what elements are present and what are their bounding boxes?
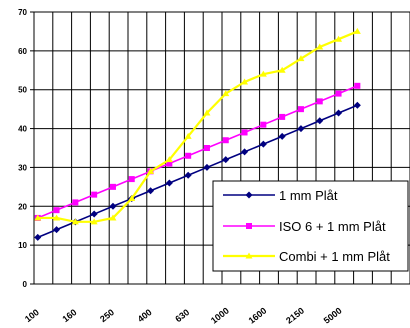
legend-item: Combi + 1 mm Plåt (223, 249, 390, 264)
y-tick-label: 60 (18, 47, 27, 56)
series-point (259, 140, 267, 148)
series-point (53, 226, 61, 234)
series-point (128, 176, 135, 183)
y-tick-label: 20 (18, 202, 27, 211)
series-point (335, 90, 342, 97)
series-point (279, 113, 286, 120)
series-point (316, 98, 323, 105)
series-line (37, 30, 358, 223)
series-point (128, 195, 136, 202)
series-point (241, 129, 248, 136)
series-point (353, 101, 361, 109)
series-point (222, 156, 230, 164)
y-tick-label: 70 (18, 8, 27, 17)
series-point (203, 109, 211, 116)
series-point (90, 210, 98, 218)
series-point (53, 214, 61, 221)
series-point (185, 152, 192, 159)
series-point (278, 132, 286, 140)
y-tick-label: 40 (18, 125, 27, 134)
series-point (147, 167, 155, 174)
series-point (53, 207, 60, 214)
series-point (245, 252, 253, 259)
series-point (335, 109, 343, 117)
legend: 1 mm Plåt ISO 6 + 1 mm Plåt Combi + 1 mm P… (212, 180, 409, 272)
series-point (241, 78, 249, 85)
series-point (34, 233, 42, 241)
series-point (203, 163, 211, 171)
series-2 (34, 82, 361, 221)
series-point (184, 171, 192, 179)
series-point (222, 137, 229, 144)
series-point (278, 66, 286, 73)
series-line (37, 85, 358, 219)
y-tick-label: 50 (18, 86, 27, 95)
series-point (203, 145, 210, 151)
legend-item: 1 mm Plåt (223, 188, 338, 203)
series-point (109, 183, 116, 190)
series-point (316, 43, 324, 50)
series-point (335, 35, 343, 42)
series-point (241, 148, 249, 156)
series-point (184, 132, 192, 139)
series-point (297, 106, 304, 113)
series-point (72, 199, 79, 206)
series-point (354, 82, 361, 89)
series-point (147, 187, 155, 195)
series-point (109, 214, 117, 221)
series-3 (34, 27, 361, 225)
series-point (259, 70, 267, 77)
series-point (34, 214, 42, 221)
series-line (37, 104, 358, 239)
y-tick-label: 0 (23, 280, 28, 289)
y-axis-ticks: 0 10 20 30 40 50 60 70 (18, 8, 27, 289)
series-point (91, 191, 98, 198)
series-point (165, 179, 173, 187)
series-point (245, 191, 253, 199)
legend-item: ISO 6 + 1 mm Plåt (223, 219, 386, 234)
series-point (71, 218, 79, 225)
series-layer (34, 27, 361, 241)
series-point (353, 27, 361, 34)
series-point (246, 223, 252, 229)
series-1 (34, 101, 361, 241)
series-point (316, 117, 324, 125)
legend-label: Combi + 1 mm Plåt (279, 249, 390, 264)
series-point (297, 55, 305, 62)
series-point (165, 156, 173, 163)
legend-label: ISO 6 + 1 mm Plåt (279, 219, 386, 234)
legend-label: 1 mm Plåt (279, 188, 338, 203)
series-point (166, 160, 173, 167)
series-point (90, 218, 98, 225)
y-tick-label: 10 (18, 241, 27, 250)
y-tick-label: 30 (18, 163, 27, 172)
series-point (222, 90, 230, 97)
series-point (109, 202, 117, 210)
series-point (260, 121, 267, 128)
series-point (297, 125, 305, 133)
